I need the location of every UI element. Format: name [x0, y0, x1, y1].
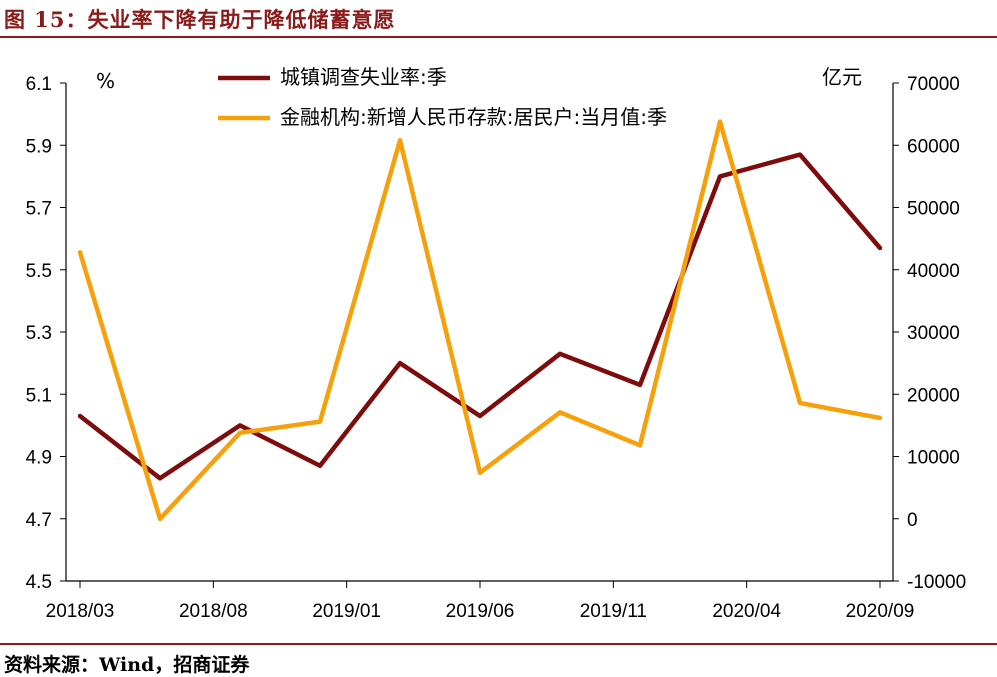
source-note: 资料来源：Wind，招商证券 — [4, 654, 250, 676]
series-line-2 — [77, 119, 883, 522]
right-tick-label: 30000 — [907, 323, 960, 344]
right-tick-label: 0 — [907, 510, 918, 531]
left-unit-label: % — [96, 69, 115, 93]
legend-label-2: 金融机构:新增人民币存款:居民户:当月值:季 — [280, 105, 667, 129]
left-tick-label: 6.1 — [26, 74, 52, 95]
right-tick-label: 70000 — [907, 74, 960, 95]
x-tick-label: 2019/01 — [312, 601, 381, 622]
right-tick-label: 50000 — [907, 199, 960, 220]
series-line-1 — [77, 152, 883, 481]
x-tick-label: 2018/03 — [46, 601, 115, 622]
x-tick-label: 2019/06 — [446, 601, 515, 622]
left-tick-label: 4.5 — [26, 572, 52, 593]
left-tick-label: 5.7 — [26, 199, 52, 220]
right-tick-label: 40000 — [907, 261, 960, 282]
left-tick-label: 5.1 — [26, 385, 52, 406]
left-tick-label: 4.9 — [26, 448, 52, 469]
left-tick-label: 4.7 — [26, 510, 52, 531]
right-unit-label: 亿元 — [822, 65, 862, 89]
right-tick-label: 20000 — [907, 385, 960, 406]
figure-title: 图 15：失业率下降有助于降低储蓄意愿 — [4, 7, 396, 32]
left-tick-label: 5.9 — [26, 136, 52, 157]
x-tick-label: 2020/09 — [846, 601, 915, 622]
source-rule — [0, 643, 997, 645]
left-tick-label: 5.5 — [26, 261, 52, 282]
legend-label-1: 城镇调查失业率:季 — [280, 65, 447, 89]
right-tick-label: -10000 — [907, 572, 966, 593]
title-rule — [0, 36, 997, 38]
right-tick-label: 60000 — [907, 136, 960, 157]
x-tick-label: 2019/11 — [580, 601, 647, 622]
x-tick-label: 2020/04 — [712, 601, 781, 622]
right-tick-label: 10000 — [907, 448, 960, 469]
left-tick-label: 5.3 — [26, 323, 52, 344]
x-tick-label: 2018/08 — [179, 601, 248, 622]
